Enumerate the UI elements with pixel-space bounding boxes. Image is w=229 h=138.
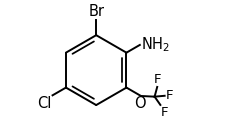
- Text: NH$_2$: NH$_2$: [140, 35, 169, 54]
- Text: F: F: [165, 89, 172, 102]
- Text: Br: Br: [88, 4, 104, 19]
- Text: F: F: [160, 106, 168, 119]
- Text: O: O: [134, 96, 145, 111]
- Text: F: F: [153, 73, 160, 86]
- Text: Cl: Cl: [37, 96, 52, 111]
